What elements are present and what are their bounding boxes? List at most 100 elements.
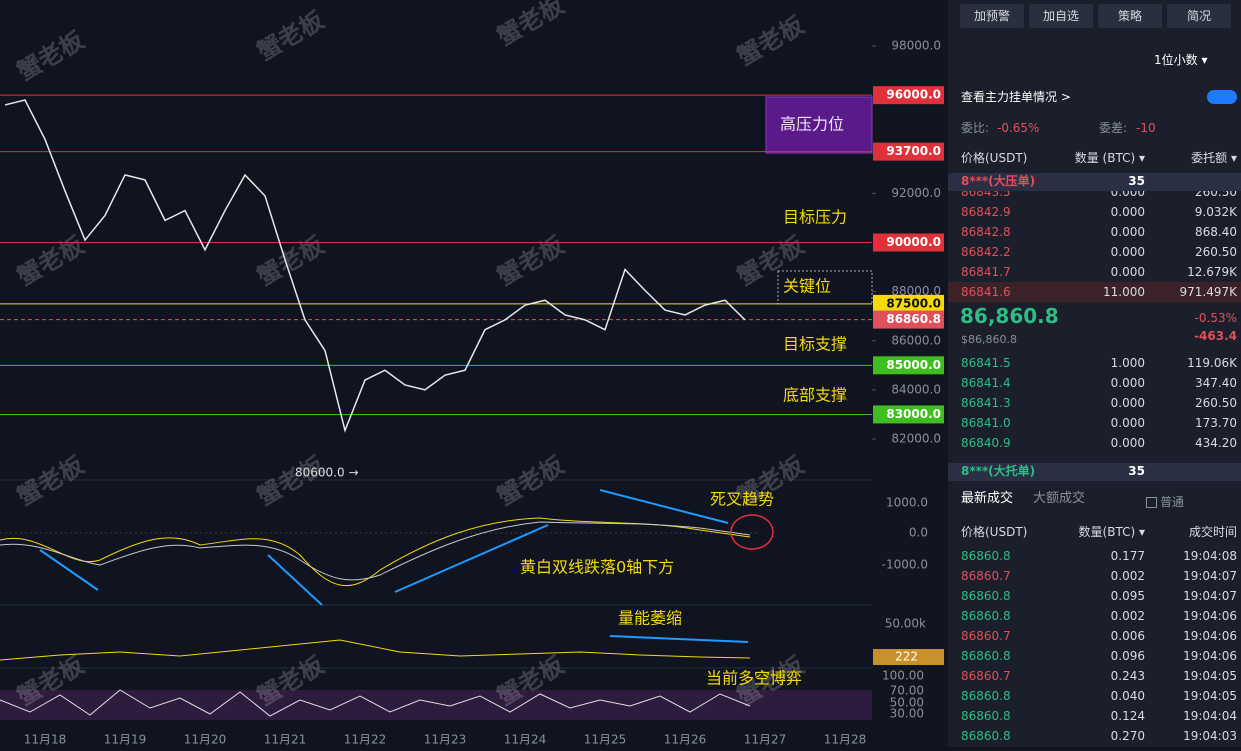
trade-col3: 19:04:06 (1183, 609, 1237, 623)
change: -463.4 (1194, 329, 1237, 343)
y-tick-label: 92000.0 (891, 186, 941, 200)
x-tick-label: 11月28 (824, 733, 867, 747)
bid-col2: 0.000 (1110, 376, 1145, 390)
trade-col2: 0.095 (1110, 589, 1145, 603)
ask-col2: 0.000 (1110, 205, 1145, 219)
rsi-tick: 100.00 (882, 669, 924, 683)
big-ask-cover (948, 173, 1241, 191)
ask-col2: 0.000 (1110, 245, 1145, 259)
trade-col2: 0.040 (1110, 689, 1145, 703)
trade-col2: 0.006 (1110, 629, 1145, 643)
trade-header-col3: 成交时间 (1188, 525, 1237, 539)
trade-header-col1: 价格(USDT) (961, 525, 1028, 539)
bid-col1: 86841.5 (961, 356, 1011, 370)
x-tick-label: 11月22 (344, 733, 387, 747)
volume-ma (0, 639, 751, 661)
note-box (765, 96, 873, 154)
button[interactable]: 加自选 (1029, 4, 1093, 28)
bid-col2: 1.000 (1110, 356, 1145, 370)
trade-col3: 19:04:04 (1183, 709, 1237, 723)
level-tag (873, 356, 944, 375)
big-ask-qty: 35 (1128, 174, 1145, 188)
price-line (4, 99, 746, 433)
ask-col2: 11.000 (1103, 285, 1145, 299)
trade-col3: 19:04:07 (1183, 569, 1237, 583)
watermark: 蟹老板 (13, 451, 90, 512)
rsi-tick: 30.00 (890, 707, 924, 721)
bid-col2: 0.000 (1110, 416, 1145, 430)
big-bid-label: 8***(大托单) (961, 464, 1036, 478)
rsi-line (0, 689, 751, 717)
x-tick-label: 11月20 (184, 733, 227, 747)
trade-col1: 86860.8 (961, 589, 1011, 603)
ask-col2: 0.000 (1110, 265, 1145, 279)
last-usd: $86,860.8 (961, 333, 1017, 346)
level-label: 85000.0 (886, 358, 941, 372)
trade-col1: 86860.7 (961, 569, 1011, 583)
trade-col1: 86860.8 (961, 549, 1011, 563)
rsi-tick: 70.00 (890, 684, 924, 698)
x-tick-label: 11月23 (424, 733, 467, 747)
button[interactable]: 简况 (1167, 4, 1231, 28)
trade-col3: 19:04:07 (1183, 589, 1237, 603)
chart-note: 黄白双线跌落0轴下方 (520, 558, 674, 577)
bid-col3: 347.40 (1195, 376, 1237, 390)
low-label: 80600.0 → (295, 466, 359, 480)
signal-line (0, 521, 751, 581)
watermark: 蟹老板 (253, 451, 330, 512)
bid-col1: 86841.3 (961, 396, 1011, 410)
bid-col2: 0.000 (1110, 396, 1145, 410)
bid-col3: 260.50 (1195, 396, 1237, 410)
x-tick-label: 11月27 (744, 733, 787, 747)
toggle (1207, 90, 1237, 104)
level-label: 90000.0 (886, 235, 941, 249)
book-header-col2: 数量 (BTC) ▾ (1074, 151, 1145, 165)
macd-tick: 1000.0 (886, 496, 928, 510)
trade-col3: 19:04:06 (1183, 649, 1237, 663)
main-orders-link: 查看主力挂单情况 > (961, 90, 1071, 104)
book-header-col3: 委托额 ▾ (1191, 151, 1237, 165)
watermark: 蟹老板 (493, 0, 570, 51)
x-tick-label: 11月18 (24, 733, 67, 747)
level-note: 目标压力 (783, 208, 847, 227)
level-note: 高压力位 (780, 115, 844, 134)
y-tick-label: 86000.0 (891, 333, 941, 347)
y-tick-label: 98000.0 (891, 39, 941, 53)
trade-col1: 86860.8 (961, 609, 1011, 623)
ask-col1: 86842.9 (961, 205, 1011, 219)
button[interactable]: 策略 (1098, 4, 1162, 28)
trade-col1: 86860.8 (961, 709, 1011, 723)
level-tag (873, 86, 944, 105)
level-tag (873, 233, 944, 252)
tab[interactable]: 最新成交 (961, 491, 1014, 506)
x-tick-label: 11月26 (664, 733, 707, 747)
volume-last: 222 (895, 650, 918, 664)
tab[interactable]: 大额成交 (1033, 491, 1086, 506)
trade-col1: 86860.7 (961, 629, 1011, 643)
level-note: 目标支撑 (783, 335, 847, 354)
checkbox (1146, 497, 1157, 508)
trade-col1: 86860.8 (961, 689, 1011, 703)
trade-col2: 0.243 (1110, 669, 1145, 683)
level-tag (873, 405, 944, 424)
level-note: 底部支撑 (783, 386, 847, 405)
button[interactable]: 加预警 (960, 4, 1024, 28)
trade-col2: 0.096 (1110, 649, 1145, 663)
ask-col2: 0.000 (1110, 225, 1145, 239)
arrows (39, 489, 749, 643)
level-tag (873, 142, 944, 161)
bid-col1: 86841.0 (961, 416, 1011, 430)
book-header-col1: 价格(USDT) (961, 151, 1028, 165)
ask-col1: 86841.7 (961, 265, 1011, 279)
watermark: 蟹老板 (253, 231, 330, 292)
level-label: 87500.0 (886, 296, 941, 310)
decimal-select: 1位小数 ▾ (1154, 53, 1208, 67)
ask-col1: 86842.2 (961, 245, 1011, 259)
trade-col1: 86860.7 (961, 669, 1011, 683)
trade-col3: 19:04:08 (1183, 549, 1237, 563)
bid-col3: 173.70 (1195, 416, 1237, 430)
level-label: 83000.0 (886, 407, 941, 421)
ask-col3: 9.032K (1194, 205, 1237, 219)
trade-col3: 19:04:05 (1183, 669, 1237, 683)
